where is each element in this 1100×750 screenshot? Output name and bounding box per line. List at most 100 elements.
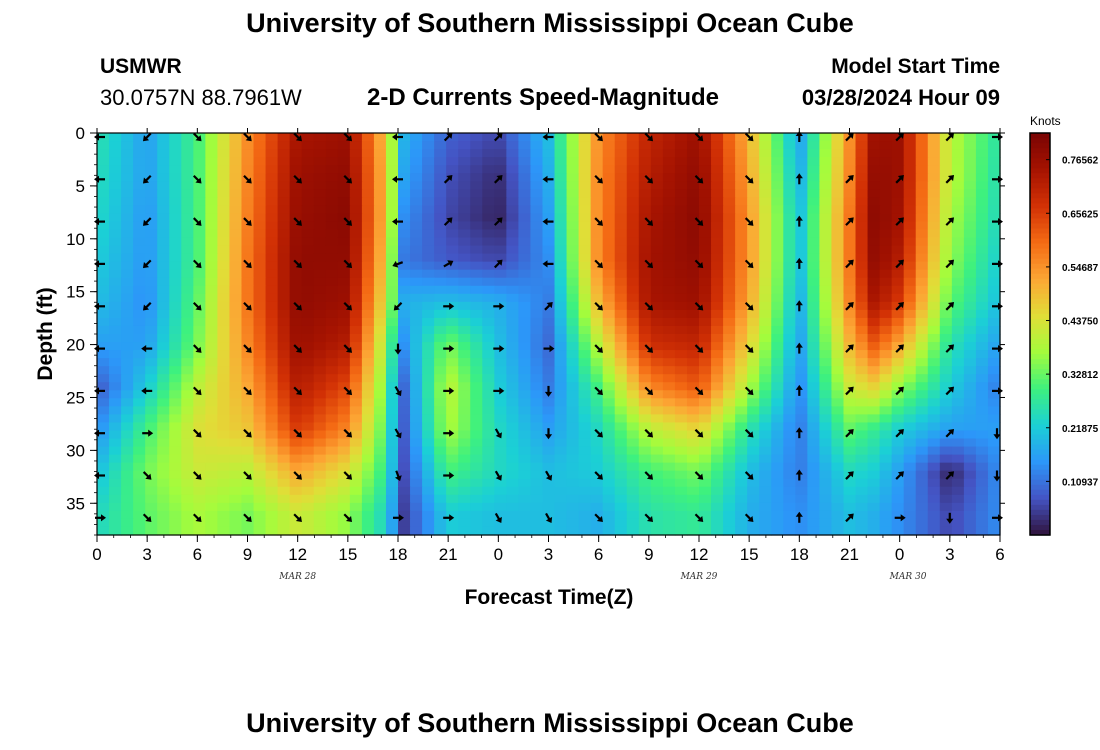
heatmap-cell [434, 518, 447, 528]
heatmap-cell [181, 382, 194, 391]
heatmap-cell [831, 253, 845, 263]
heatmap-cell [434, 526, 447, 536]
heatmap-cell [446, 189, 459, 198]
heatmap-cell [410, 237, 423, 247]
heatmap-cell [831, 382, 845, 391]
heatmap-cell [434, 245, 447, 255]
heatmap-cell [422, 205, 435, 214]
current-arrow [644, 428, 654, 438]
heatmap-cell [650, 430, 664, 440]
heatmap-cell [843, 277, 857, 287]
heatmap-cell [831, 334, 845, 343]
heatmap-cell [217, 285, 231, 295]
heatmap-cell [759, 518, 772, 528]
heatmap-cell [157, 285, 170, 295]
current-arrow [293, 386, 302, 396]
heatmap-cell [277, 430, 291, 440]
heatmap-cell [217, 494, 231, 504]
heatmap-cell [277, 173, 291, 182]
heatmap-cell [783, 149, 796, 158]
heatmap-cell [410, 317, 423, 327]
heatmap-cell [385, 229, 399, 239]
heatmap-cell [747, 245, 760, 255]
heatmap-cell [434, 438, 447, 448]
heatmap-cell [361, 510, 375, 520]
heatmap-cell [530, 301, 544, 311]
heatmap-cell [723, 309, 736, 319]
heatmap-cell [470, 510, 483, 520]
heatmap-cell [626, 406, 640, 415]
heatmap-cell [470, 221, 483, 231]
heatmap-cell [133, 470, 146, 480]
heatmap-cell [939, 221, 953, 231]
heatmap-cell [530, 502, 544, 512]
heatmap-cell [891, 438, 905, 448]
heatmap-cell [277, 261, 291, 271]
heatmap-cell [121, 317, 134, 327]
heatmap-cell [506, 366, 519, 375]
heatmap-cell [253, 358, 267, 367]
heatmap-cell [987, 173, 1001, 182]
colorbar-swatch [1030, 158, 1050, 164]
heatmap-cell [831, 374, 845, 383]
heatmap-cell [205, 430, 218, 440]
heatmap-cell [686, 398, 700, 407]
heatmap-cell [181, 157, 194, 166]
heatmap-cell [470, 301, 483, 311]
heatmap-cell [422, 253, 435, 263]
heatmap-cell [807, 221, 820, 231]
heatmap-cell [217, 398, 231, 407]
heatmap-cell [217, 165, 231, 174]
heatmap-cell [482, 478, 495, 488]
heatmap-cell [638, 430, 652, 440]
heatmap-cell [530, 486, 544, 496]
heatmap-cell [951, 189, 965, 198]
heatmap-cell [253, 269, 267, 279]
heatmap-cell [987, 309, 1001, 319]
heatmap-cell [241, 213, 255, 223]
heatmap-cell [807, 189, 820, 198]
heatmap-cell [121, 173, 134, 182]
heatmap-cell [361, 189, 375, 198]
heatmap-cell [193, 157, 206, 166]
heatmap-cell [554, 141, 568, 150]
heatmap-cell [554, 342, 568, 351]
heatmap-cell [831, 446, 845, 456]
heatmap-cell [434, 301, 447, 311]
x-tick-label: 15 [338, 545, 357, 564]
heatmap-cell [530, 494, 544, 504]
current-arrow [644, 259, 654, 269]
heatmap-cell [181, 406, 194, 415]
heatmap-cell [313, 253, 327, 263]
heatmap-cell [759, 502, 772, 512]
heatmap-cell [626, 422, 640, 432]
heatmap-cell [638, 526, 652, 536]
heatmap-cell [831, 229, 845, 239]
heatmap-cell [385, 181, 399, 190]
heatmap-cell [963, 173, 977, 182]
heatmap-cell [289, 149, 303, 158]
heatmap-cell [566, 253, 580, 263]
heatmap-cell [963, 293, 977, 303]
heatmap-cell [458, 462, 471, 472]
heatmap-cell [361, 309, 375, 319]
heatmap-cell [843, 149, 857, 158]
heatmap-cell [987, 205, 1001, 214]
heatmap-cell [229, 366, 243, 375]
heatmap-cell [735, 406, 748, 415]
colorbar-swatch [1030, 474, 1050, 481]
heatmap-cell [927, 470, 941, 480]
heatmap-cell [265, 173, 279, 182]
heatmap-cell [181, 181, 194, 190]
heatmap-cell [662, 462, 676, 472]
heatmap-cell [807, 422, 820, 432]
heatmap-cell [650, 261, 664, 271]
heatmap-cell [217, 301, 231, 311]
heatmap-cell [458, 382, 471, 391]
heatmap-cell [686, 325, 700, 335]
heatmap-cell [253, 317, 267, 327]
heatmap-cell [482, 342, 495, 351]
heatmap-cell [181, 478, 194, 488]
heatmap-cell [361, 325, 375, 335]
colorbar-swatch [1030, 369, 1050, 375]
